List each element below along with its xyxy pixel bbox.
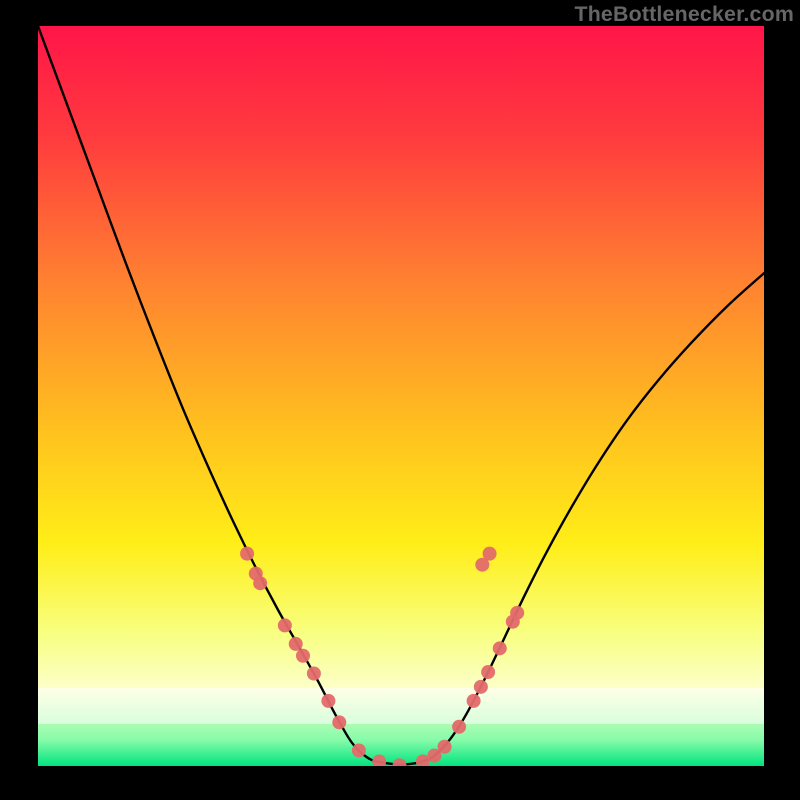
data-marker <box>467 694 481 708</box>
data-marker <box>253 576 267 590</box>
data-marker <box>481 665 495 679</box>
data-marker <box>332 715 346 729</box>
data-marker <box>321 694 335 708</box>
data-marker <box>307 667 321 681</box>
data-marker <box>289 637 303 651</box>
data-marker <box>510 606 524 620</box>
data-marker <box>278 618 292 632</box>
data-marker <box>393 758 407 766</box>
marker-group <box>240 547 524 766</box>
chart-overlay <box>38 26 764 766</box>
chart-stage: TheBottlenecker.com <box>0 0 800 800</box>
plot-area <box>38 26 764 766</box>
data-marker <box>240 547 254 561</box>
curve-right-arm <box>417 273 764 763</box>
data-marker <box>493 641 507 655</box>
curve-group <box>38 26 764 765</box>
data-marker <box>452 720 466 734</box>
curve-left-arm <box>38 26 385 763</box>
data-marker <box>352 743 366 757</box>
data-marker <box>296 649 310 663</box>
watermark-text: TheBottlenecker.com <box>574 2 794 27</box>
data-marker <box>438 740 452 754</box>
data-marker <box>483 547 497 561</box>
data-marker <box>474 680 488 694</box>
data-marker <box>372 755 386 766</box>
